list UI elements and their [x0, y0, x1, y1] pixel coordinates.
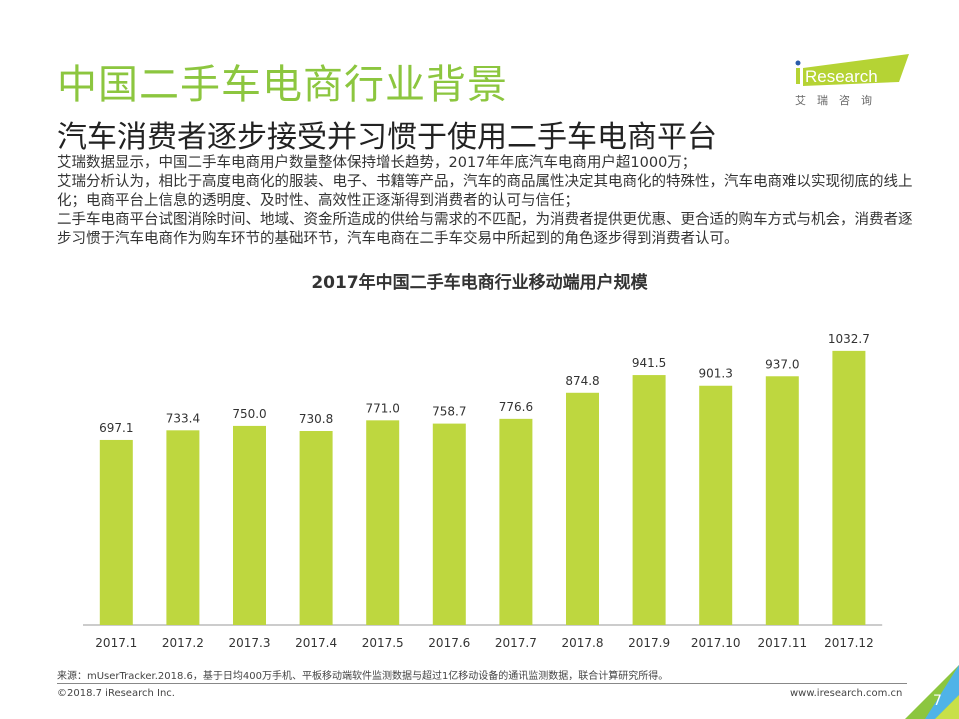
x-tick-label: 2017.1: [95, 636, 137, 650]
bar: [366, 420, 400, 625]
bar: [632, 375, 666, 625]
bar: [233, 425, 266, 625]
data-label: 730.8: [299, 412, 333, 426]
data-label: 750.0: [232, 407, 266, 421]
data-label: 697.1: [99, 421, 133, 435]
website: www.iresearch.com.cn: [790, 688, 903, 699]
x-tick-label: 2017.5: [362, 636, 404, 650]
x-tick-label: 2017.3: [229, 636, 271, 650]
x-tick-label: 2017.9: [628, 636, 670, 650]
page-number: 7: [933, 693, 942, 709]
data-label: 733.4: [166, 411, 200, 425]
x-tick-label: 2017.4: [295, 636, 337, 650]
description-line: 艾瑞分析认为，相比于高度电商化的服装、电子、书籍等产品，汽车的商品属性决定其电商…: [57, 174, 913, 209]
source-note: 来源：mUserTracker.2018.6，基于日均400万手机、平板移动端软…: [57, 671, 669, 682]
bar: [166, 430, 200, 625]
page-title: 中国二手车电商行业背景: [57, 62, 508, 108]
x-tick-label: 2017.8: [562, 636, 604, 650]
description-line: 二手车电商平台试图消除时间、地域、资金所造成的供给与需求的不匹配，为消费者提供更…: [57, 212, 913, 247]
data-label: 874.8: [565, 374, 599, 388]
copyright: ©2018.7 iResearch Inc.: [57, 688, 175, 699]
data-label: 1032.7: [828, 332, 870, 346]
x-tick-label: 2017.7: [495, 636, 537, 650]
bar: [765, 376, 799, 625]
bar: [432, 423, 466, 625]
bar: [99, 439, 133, 625]
x-tick-label: 2017.2: [162, 636, 204, 650]
bar: [832, 350, 866, 625]
x-tick-label: 2017.12: [824, 636, 874, 650]
data-label: 771.0: [366, 401, 400, 415]
iresearch-logo: Research 艾瑞咨询: [795, 54, 909, 107]
data-label: 901.3: [699, 367, 733, 381]
chart-title: 2017年中国二手车电商行业移动端用户规模: [311, 273, 648, 293]
data-label: 941.5: [632, 356, 666, 370]
page-subtitle: 汽车消费者逐步接受并习惯于使用二手车电商平台: [57, 120, 717, 155]
bar: [699, 385, 733, 625]
data-label: 758.7: [432, 405, 466, 419]
svg-text:Research: Research: [805, 67, 878, 86]
footer-divider: [57, 683, 907, 684]
x-tick-label: 2017.11: [757, 636, 807, 650]
svg-text:艾瑞咨询: 艾瑞咨询: [795, 93, 883, 107]
page-corner-decoration: [905, 665, 959, 719]
data-label: 776.6: [499, 400, 533, 414]
bar: [299, 431, 333, 625]
description-line: 艾瑞数据显示，中国二手车电商用户数量整体保持增长趋势，2017年年底汽车电商用户…: [57, 155, 697, 171]
description: 艾瑞数据显示，中国二手车电商用户数量整体保持增长趋势，2017年年底汽车电商用户…: [57, 154, 917, 249]
x-tick-label: 2017.10: [691, 636, 741, 650]
bar: [566, 392, 599, 625]
data-label: 937.0: [765, 357, 799, 371]
bar: [499, 418, 533, 625]
x-tick-label: 2017.6: [428, 636, 470, 650]
